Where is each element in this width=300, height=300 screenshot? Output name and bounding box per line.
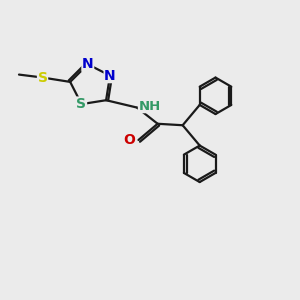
Text: NH: NH bbox=[139, 100, 161, 112]
Text: N: N bbox=[104, 69, 116, 82]
Text: O: O bbox=[124, 133, 136, 147]
Text: S: S bbox=[38, 70, 47, 85]
Text: S: S bbox=[76, 97, 86, 111]
Text: N: N bbox=[82, 57, 94, 71]
